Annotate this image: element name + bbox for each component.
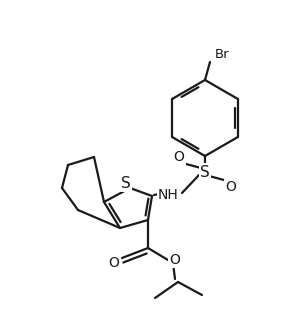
- Text: S: S: [200, 164, 210, 180]
- Text: O: O: [170, 253, 181, 267]
- Text: S: S: [121, 176, 131, 191]
- Text: NH: NH: [158, 188, 178, 202]
- Text: Br: Br: [215, 47, 230, 60]
- Text: O: O: [226, 180, 236, 194]
- Text: O: O: [174, 150, 184, 164]
- Text: O: O: [109, 256, 120, 270]
